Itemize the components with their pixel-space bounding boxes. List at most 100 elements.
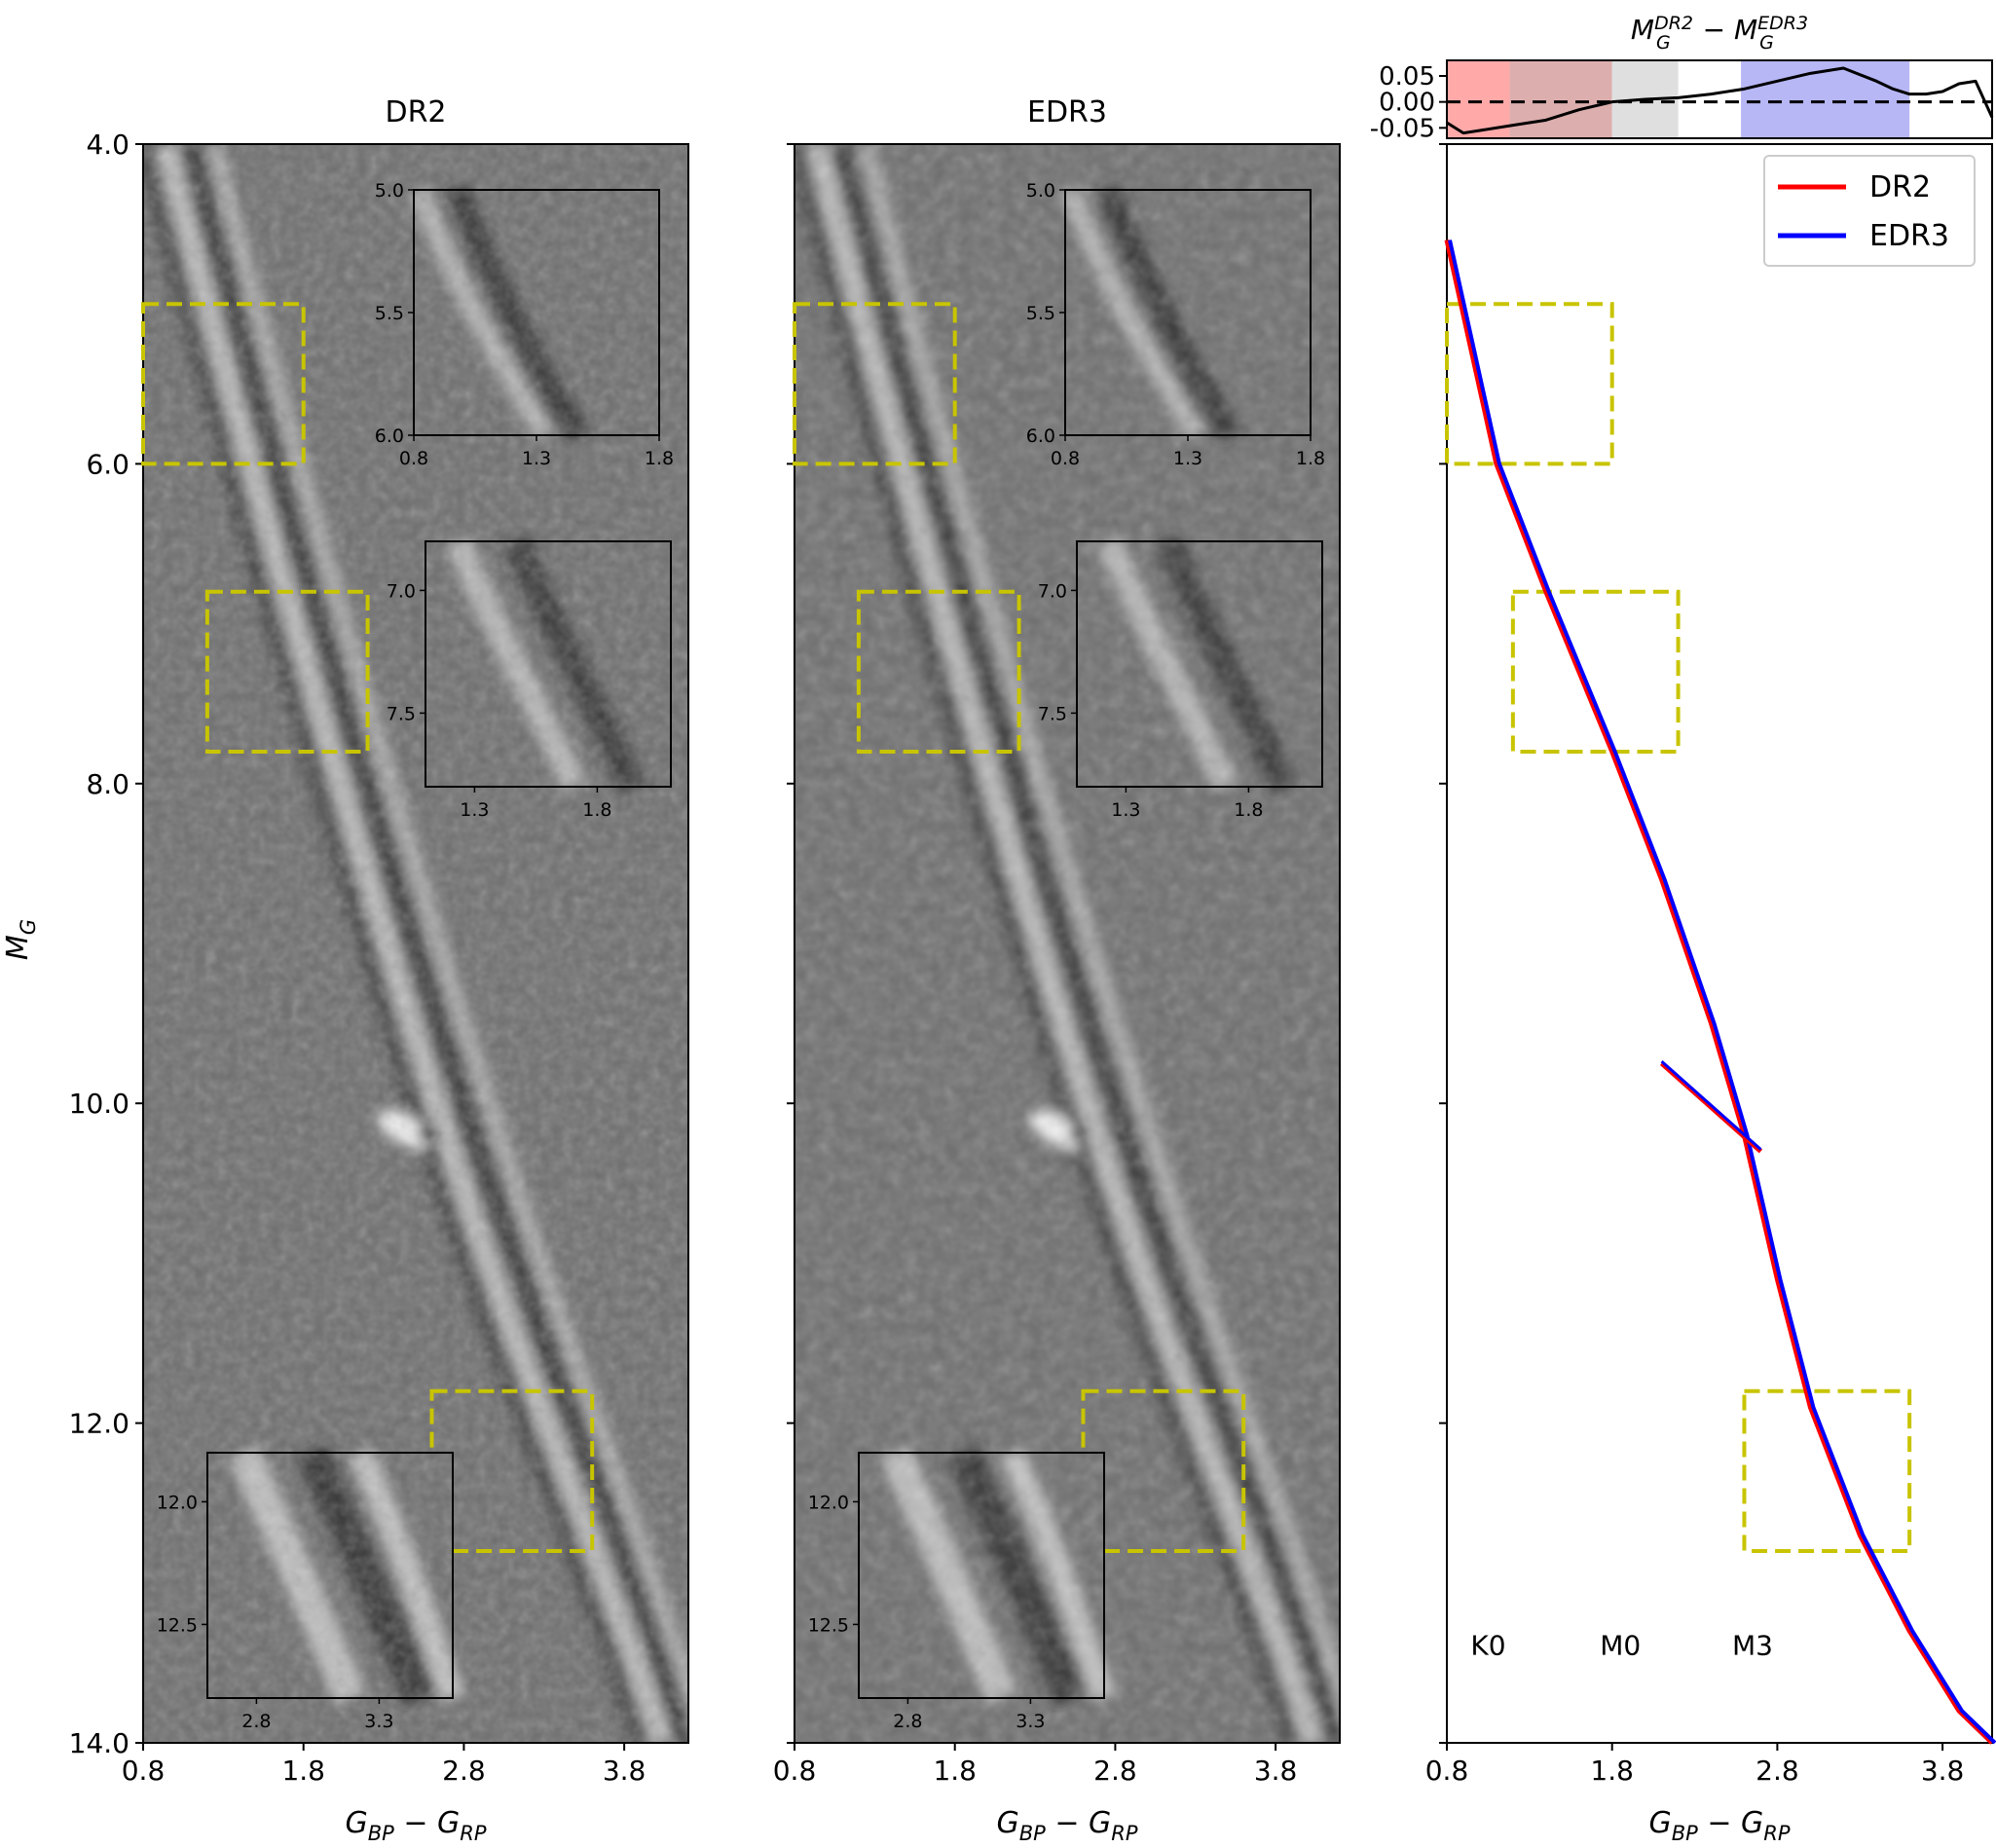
inset-x-tick-label: 0.8 — [1051, 448, 1080, 469]
panel-dr2-inset-2 — [425, 536, 672, 793]
panel-dr2: DR2 4.0 6.0 8.0 10.0 12.0 14.0 0.8 1.8 2.8 3.8 M… — [1, 95, 689, 1845]
highlight-box — [204, 589, 370, 754]
inset-x-tick-label: 1.8 — [645, 448, 674, 469]
inset-y-tick-label: 7.5 — [387, 703, 416, 724]
x-tick-label: 0.8 — [1425, 1755, 1469, 1787]
highlight-box — [856, 589, 1021, 754]
panel-dr2-inset-3 — [206, 1445, 465, 1705]
inset-y-tick-label: 5.0 — [1026, 180, 1055, 202]
inset-y-tick-label: 12.5 — [157, 1614, 198, 1636]
shaded-band — [1509, 60, 1612, 138]
difference-shaded-bands — [1447, 60, 1910, 138]
x-tick-label: 2.8 — [1093, 1755, 1137, 1787]
inset-x-tick-label: 1.3 — [522, 448, 551, 469]
panel-edr3: EDR3 0.8 1.8 2.8 3.8 GBP − GRP — [773, 95, 1341, 1845]
x-tick-label: 3.8 — [1254, 1755, 1298, 1787]
inset-y-tick-label: 6.0 — [375, 425, 404, 447]
inset-x-tick-label: 1.8 — [1296, 448, 1325, 469]
panel-edr3-highlight-boxes — [793, 302, 1246, 1553]
panel-difference-title: MDR2 G − MEDR3 G — [1631, 13, 1808, 54]
panel-edr3-inset-ticks: 0.8 1.3 1.8 5.0 5.5 6.0 1.3 1.8 7.0 7.5 2.8 3.3 12.0… — [808, 180, 1325, 1732]
panel-edr3-inset-1 — [1059, 185, 1312, 442]
legend: DR2 EDR3 — [1763, 155, 1976, 267]
highlight-box — [1742, 1388, 1912, 1553]
inset-x-tick-label: 1.8 — [582, 799, 611, 821]
inset-y-tick-label: 7.5 — [1038, 703, 1067, 724]
diff-y-tick-label: 0.05 — [1379, 62, 1435, 92]
shaded-band — [1741, 60, 1910, 138]
x-tick-label: 0.8 — [773, 1755, 817, 1787]
panel-fits-y-ticks — [1439, 143, 1447, 1744]
panel-difference-y-ticks: 0.050.00-0.05 — [1370, 62, 1447, 143]
inset-y-tick-label: 5.0 — [375, 180, 404, 202]
panel-fits-series — [1444, 239, 1996, 1745]
x-tick-label: 2.8 — [442, 1755, 486, 1787]
inset-x-tick-label: 3.3 — [1016, 1711, 1045, 1732]
panel-dr2-x-ticks: 0.8 1.8 2.8 3.8 — [122, 1743, 647, 1787]
inset-x-tick-label: 1.8 — [1234, 799, 1263, 821]
panel-edr3-title: EDR3 — [1027, 95, 1107, 129]
panel-fits: 0.8 1.8 2.8 3.8 K0 M0 M3 GBP − GRP DR2 EDR3 — [1425, 143, 1996, 1845]
shaded-band — [1447, 60, 1510, 138]
series-line-edr3 — [1448, 240, 1996, 1745]
y-tick-label: 4.0 — [86, 129, 129, 161]
inset-y-tick-label: 6.0 — [1026, 425, 1055, 447]
y-tick-label: 10.0 — [69, 1088, 129, 1120]
spectral-label: M3 — [1732, 1630, 1773, 1662]
panel-dr2-inset-1 — [408, 185, 660, 442]
inset-x-tick-label: 2.8 — [241, 1711, 271, 1732]
panel-edr3-y-ticks — [787, 143, 795, 1744]
legend-label-dr2: DR2 — [1869, 170, 1931, 204]
x-tick-label: 1.8 — [281, 1755, 325, 1787]
panel-edr3-inset-2 — [1076, 536, 1323, 793]
panel-difference: MDR2 G − MEDR3 G 0.050.00-0.05 — [1370, 13, 1994, 143]
panel-edr3-x-label: GBP − GRP — [996, 1806, 1137, 1845]
y-tick-label: 8.0 — [86, 768, 129, 800]
panel-dr2-x-label: GBP − GRP — [345, 1806, 486, 1845]
difference-line — [1446, 66, 1994, 135]
inset-y-tick-label: 12.5 — [808, 1614, 849, 1636]
inset-y-tick-label: 5.5 — [1026, 303, 1055, 324]
y-axis-label: MG — [1, 919, 40, 960]
x-tick-label: 3.8 — [1921, 1755, 1965, 1787]
panel-dr2-highlight-boxes — [141, 302, 595, 1553]
inset-x-tick-label: 0.8 — [399, 448, 428, 469]
legend-label-edr3: EDR3 — [1869, 219, 1949, 253]
highlight-box — [1510, 589, 1681, 754]
panel-edr3-inset-3 — [858, 1445, 1117, 1705]
x-tick-label: 3.8 — [603, 1755, 647, 1787]
spectral-label: M0 — [1600, 1630, 1641, 1662]
inset-x-tick-label: 1.3 — [1111, 799, 1140, 821]
inset-y-tick-label: 12.0 — [808, 1492, 849, 1513]
highlight-box — [1081, 1388, 1246, 1553]
inset-x-tick-label: 1.3 — [1173, 448, 1202, 469]
panel-edr3-x-ticks: 0.8 1.8 2.8 3.8 — [773, 1743, 1298, 1787]
highlight-box — [1445, 302, 1614, 466]
x-tick-label: 0.8 — [122, 1755, 166, 1787]
y-tick-label: 6.0 — [86, 448, 129, 480]
inset-y-tick-label: 7.0 — [387, 580, 416, 602]
panel-dr2-title: DR2 — [385, 95, 446, 129]
x-tick-label: 1.8 — [1590, 1755, 1634, 1787]
panel-fits-highlight-boxes — [1445, 302, 1912, 1553]
y-tick-label: 14.0 — [69, 1727, 129, 1759]
inset-y-tick-label: 12.0 — [157, 1492, 198, 1513]
diff-y-tick-label: -0.05 — [1370, 114, 1435, 143]
spectral-label: K0 — [1470, 1630, 1505, 1662]
inset-x-tick-label: 3.3 — [364, 1711, 393, 1732]
inset-x-tick-label: 2.8 — [893, 1711, 922, 1732]
highlight-box — [141, 302, 306, 466]
x-tick-label: 2.8 — [1756, 1755, 1799, 1787]
spectral-type-labels: K0 M0 M3 — [1470, 1630, 1773, 1662]
diff-y-tick-label: 0.00 — [1379, 89, 1435, 118]
panel-dr2-inset-ticks: 0.8 1.3 1.8 5.0 5.5 6.0 1.3 1.8 7.0 7.5 2.8 3.3 12.0… — [157, 180, 674, 1732]
segment-edr3 — [1660, 1060, 1762, 1151]
inset-y-tick-label: 5.5 — [375, 303, 404, 324]
inset-y-tick-label: 7.0 — [1038, 580, 1067, 602]
difference-curve — [1446, 66, 1994, 135]
inset-x-tick-label: 1.3 — [460, 799, 489, 821]
panel-fits-x-label: GBP − GRP — [1648, 1806, 1790, 1845]
highlight-box — [429, 1388, 595, 1553]
y-tick-label: 12.0 — [69, 1408, 129, 1440]
